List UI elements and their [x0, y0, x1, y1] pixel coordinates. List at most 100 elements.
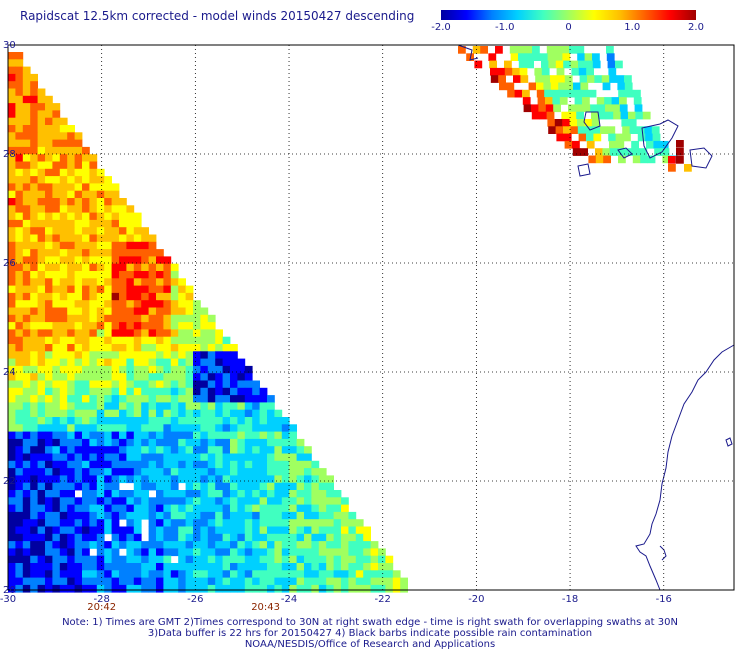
swath-cell — [119, 256, 127, 265]
swath-cell — [82, 322, 90, 330]
swath-cell — [207, 417, 216, 425]
swath-cell — [67, 358, 75, 367]
swath-cell — [119, 409, 127, 418]
swath-cell — [207, 490, 216, 498]
swath-cell — [185, 563, 194, 571]
swath-cell — [133, 555, 142, 564]
swath-cell — [244, 475, 253, 484]
swath-cell — [259, 395, 268, 403]
swath-cell — [222, 453, 231, 462]
swath-cell — [170, 475, 179, 484]
swath-cell — [67, 563, 75, 571]
swath-cell — [45, 241, 53, 250]
swath-cell — [45, 541, 53, 549]
swath-cell — [15, 577, 24, 586]
swath-cell — [185, 373, 194, 381]
swath-cell — [104, 351, 112, 359]
swath-cell — [370, 570, 379, 578]
swath-cell — [15, 95, 24, 104]
swath-cell — [163, 424, 172, 432]
swath-cell — [104, 183, 112, 192]
swath-cell — [67, 351, 75, 359]
swath-cell — [141, 438, 149, 447]
swath-cell — [82, 212, 90, 221]
swath-cell — [30, 570, 38, 578]
swath-cell — [237, 409, 246, 418]
swath-cell — [207, 358, 216, 367]
swath-cell — [490, 75, 499, 83]
swath-cell — [318, 475, 327, 484]
swath-cell — [178, 387, 186, 396]
swath-cell — [628, 111, 636, 120]
swath-cell — [296, 519, 305, 527]
swath-cell — [222, 395, 231, 403]
swath-cell — [534, 67, 543, 76]
swath-cell — [133, 285, 142, 294]
swath-cell — [119, 322, 127, 330]
swath-cell — [215, 424, 223, 432]
swath-cell — [45, 139, 53, 148]
swath-cell — [141, 446, 149, 454]
swath-cell — [193, 365, 201, 374]
swath-cell — [133, 329, 142, 338]
swath-cell — [561, 46, 570, 54]
swath-cell — [311, 555, 320, 564]
swath-cell — [230, 387, 238, 396]
swath-cell — [578, 133, 587, 142]
swath-cell — [513, 75, 521, 83]
swath-cell — [156, 555, 164, 564]
swath-cell — [274, 548, 283, 557]
swath-cell — [30, 249, 38, 257]
swath-cell — [156, 424, 164, 432]
swath-cell — [67, 555, 75, 564]
swath-cell — [355, 584, 364, 593]
swath-cell — [156, 365, 164, 374]
swath-cell — [15, 52, 24, 60]
swath-cell — [259, 431, 268, 440]
swath-cell — [126, 285, 135, 294]
swath-cell — [577, 53, 585, 61]
swath-cell — [156, 285, 164, 294]
swath-cell — [596, 97, 605, 105]
swath-cell — [575, 104, 584, 113]
swath-cell — [200, 570, 209, 578]
swath-cell — [326, 548, 334, 557]
swath-cell — [237, 526, 246, 535]
swath-cell — [67, 139, 75, 148]
swath-cell — [96, 219, 105, 228]
swath-cell — [178, 380, 186, 389]
swath-cell — [355, 519, 364, 527]
x-tick-label: -20 — [468, 594, 484, 605]
swath-cell — [82, 409, 90, 418]
swath-cell — [30, 424, 38, 432]
swath-cell — [281, 453, 290, 462]
swath-cell — [82, 146, 90, 155]
swath-cell — [237, 365, 246, 374]
swath-cell — [52, 292, 61, 301]
swath-cell — [59, 548, 68, 557]
swath-cell — [281, 584, 290, 593]
swath-cell — [558, 82, 566, 91]
swath-cell — [89, 292, 98, 301]
swath-cell — [52, 504, 61, 513]
swath-cell — [163, 358, 172, 367]
swath-cell — [156, 395, 164, 403]
swath-cell — [82, 387, 90, 396]
swath-cell — [37, 154, 46, 162]
swath-cell — [30, 125, 38, 133]
swath-cell — [133, 438, 142, 447]
swath-cell — [104, 271, 112, 279]
swath-cell — [504, 60, 512, 69]
swath-cell — [45, 358, 53, 367]
swath-cell — [15, 110, 24, 119]
swath-cell — [156, 460, 164, 469]
swath-cell — [141, 395, 149, 403]
swath-cell — [259, 504, 268, 513]
swath-cell — [52, 431, 61, 440]
swath-cell — [22, 256, 31, 265]
swath-cell — [281, 541, 290, 549]
swath-cell — [37, 555, 46, 564]
swath-cell — [215, 541, 223, 549]
swath-cell — [289, 548, 297, 557]
swath-cell — [30, 497, 38, 505]
